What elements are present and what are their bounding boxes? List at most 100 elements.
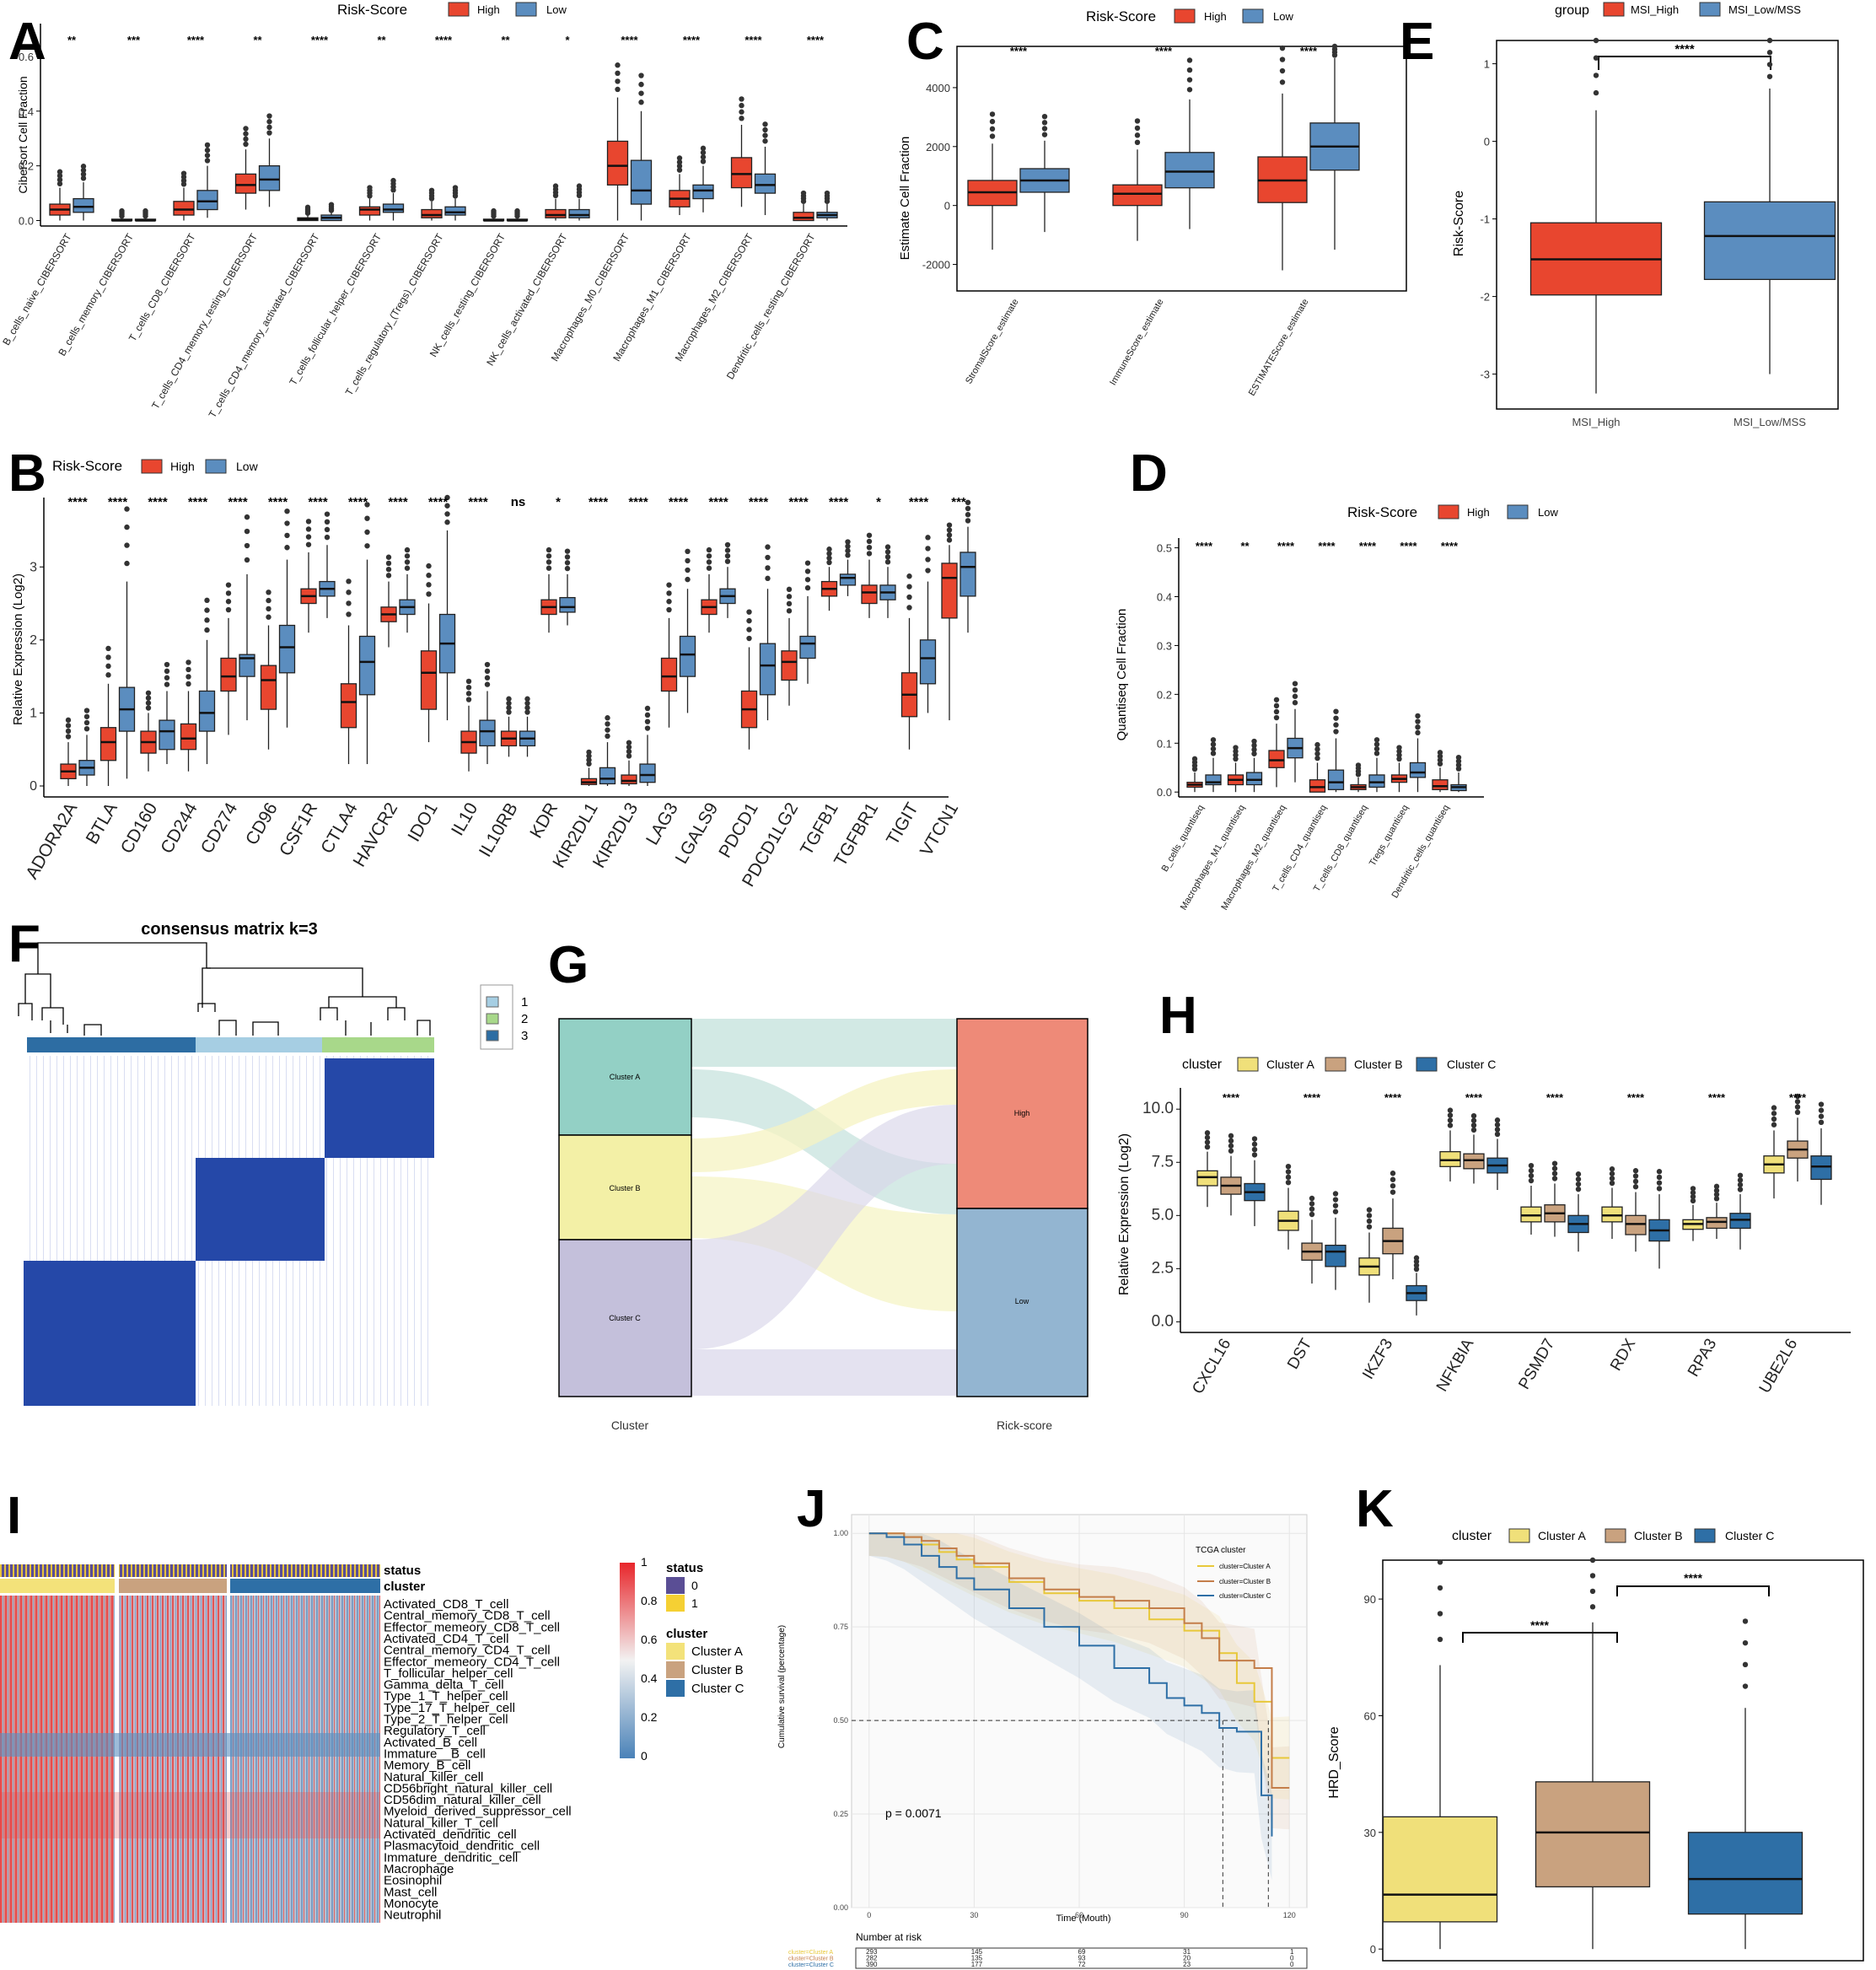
outlier-point (204, 147, 211, 153)
x-tick-label-c: ImmuneScore_estimate (1108, 298, 1165, 388)
outlier-point (765, 575, 771, 582)
outlier-point (638, 73, 644, 78)
outlier-point (1455, 754, 1462, 761)
box-high (941, 562, 958, 619)
outlier-point (1528, 1177, 1535, 1184)
box-cluster-b (1535, 1781, 1651, 1888)
outlier-point (605, 721, 610, 727)
outlier-point (444, 494, 450, 501)
outlier-point (1292, 700, 1298, 706)
outlier-point (119, 207, 125, 214)
x-tick-label-b: ADORA2A (22, 799, 81, 882)
box-low (444, 206, 466, 216)
outlier-point (524, 709, 530, 715)
panel-label-b: B (8, 444, 46, 503)
outlier-point (765, 565, 771, 571)
outlier-point (185, 681, 191, 687)
outlier-point (1632, 1168, 1639, 1174)
outlier-point (204, 153, 211, 159)
outlier-point (746, 635, 752, 642)
outlier-point (866, 538, 873, 545)
outlier-point (164, 661, 170, 668)
box-low (479, 719, 496, 747)
scale-tick-04: 0.4 (641, 1671, 658, 1685)
outlier-point (676, 159, 683, 165)
box-low (239, 654, 255, 677)
outlier-point (1575, 1181, 1582, 1187)
outlier-point (1309, 1201, 1315, 1207)
ci-band (868, 1533, 1272, 1881)
survival-curve-cluster-cluster-c (868, 1532, 1273, 1837)
sig-label: ns (511, 495, 526, 509)
heatmap-row-label: Effector_memeory_CD4_T_cell (384, 1655, 560, 1669)
y-tick-label-h: 5.0 (1152, 1206, 1174, 1224)
outlier-point (1314, 751, 1320, 756)
legend-title-k: cluster (1452, 1529, 1492, 1543)
y-tick-label-d: 0.4 (1157, 591, 1172, 604)
outlier-point (1690, 1186, 1696, 1192)
outlier-point (1041, 113, 1048, 120)
outlier-point (1437, 1636, 1443, 1643)
y-tick-label-j: 0.00 (833, 1903, 848, 1912)
outlier-point (284, 508, 290, 514)
box-low (599, 767, 616, 785)
sig-label: **** (388, 495, 408, 509)
heatmap-row-label: Effector_memeory_CD8_T_cell (384, 1620, 560, 1634)
node-cluster-a (558, 1018, 692, 1136)
outlier-point (1191, 756, 1198, 762)
x-tick-label-b: CSF1R (276, 799, 321, 859)
legend-label-high-d: High (1467, 506, 1490, 519)
panel-b: B Risk-Score High Low Relative Expressio… (8, 444, 976, 891)
outlier-point (56, 180, 63, 187)
risk-cell: 293 (866, 1948, 878, 1956)
heatmap-block-a (0, 1596, 115, 1923)
outlier-point (1766, 50, 1773, 56)
y-tick-label-d: 0.2 (1157, 688, 1172, 701)
outlier-point (56, 176, 63, 183)
outlier-point (164, 668, 170, 675)
sig-label: **** (1708, 1091, 1726, 1104)
outlier-point (1455, 766, 1462, 772)
outlier-point (1794, 1109, 1801, 1116)
outlier-point (364, 529, 370, 536)
x-tick-label-a: T_cells_CD4_memory_resting_CIBERSORT (149, 231, 260, 412)
outlier-point (989, 111, 996, 117)
outlier-point (1737, 1181, 1744, 1188)
outlier-point (1494, 1122, 1501, 1128)
panel-label-c: C (906, 13, 944, 71)
x-tick-label-j: 90 (1180, 1911, 1189, 1919)
x-tick-label-a: T_cells_CD4_memory_activated_CIBERSORT (207, 231, 322, 420)
outlier-point (145, 690, 152, 696)
outlier-point (1413, 1258, 1420, 1265)
heatmap-row-label: CD56dim_natural_killer_cell (384, 1793, 541, 1807)
outlier-point (845, 547, 851, 554)
outlier-point (676, 155, 683, 161)
box-high (173, 201, 195, 216)
y-tick-label-j: 0.75 (833, 1623, 848, 1631)
outlier-point (484, 675, 491, 681)
outlier-point (685, 548, 691, 555)
outlier-point (1632, 1178, 1639, 1185)
outlier-point (906, 605, 912, 611)
outlier-point (1314, 746, 1320, 752)
sig-label: ** (67, 34, 77, 46)
box-cluster-b (1625, 1214, 1647, 1235)
sig-label: **** (108, 495, 128, 509)
y-tick-label-e: 1 (1484, 58, 1490, 71)
sig-label: **** (1400, 540, 1417, 552)
x-tick-label-a: T_cells_CD8_CIBERSORT (126, 231, 198, 343)
consensus-block-3 (24, 1261, 196, 1406)
box-cluster-a (1196, 1170, 1218, 1187)
ylabel-k: HRD_Score (1327, 1726, 1341, 1798)
legend-swatch-msi-high (1603, 2, 1625, 17)
legend-label-h-b: Cluster B (1354, 1058, 1403, 1071)
outlier-point (484, 661, 491, 668)
outlier-point (1589, 1604, 1596, 1610)
box-high (660, 657, 678, 692)
outlier-point (428, 187, 435, 193)
outlier-point (204, 142, 211, 148)
risk-cell: 0 (1290, 1961, 1294, 1968)
outlier-point (1632, 1184, 1639, 1190)
outlier-point (204, 597, 210, 604)
outlier-point (444, 503, 450, 509)
